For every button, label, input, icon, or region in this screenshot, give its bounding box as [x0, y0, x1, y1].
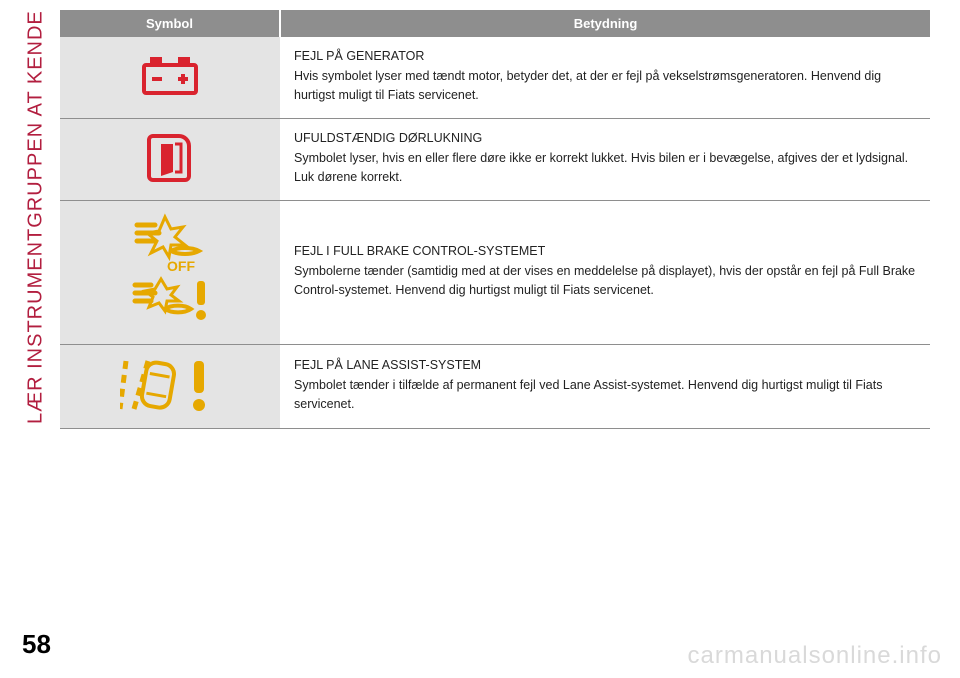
meaning-cell: FEJL PÅ GENERATOR Hvis symbolet lyser me…	[280, 37, 930, 118]
symbol-cell	[60, 118, 280, 200]
battery-icon	[140, 55, 200, 100]
row-title: FEJL PÅ GENERATOR	[294, 49, 916, 63]
row-title: FEJL PÅ LANE ASSIST-SYSTEM	[294, 358, 916, 372]
section-side-title: LÆR INSTRUMENTGRUPPEN AT KENDE	[22, 10, 50, 460]
col-header-meaning: Betydning	[280, 10, 930, 37]
lane-assist-fault-icon	[120, 355, 220, 418]
symbol-cell	[60, 344, 280, 428]
row-body: Symbolet lyser, hvis en eller flere døre…	[294, 151, 908, 184]
col-header-symbol: Symbol	[60, 10, 280, 37]
row-title: FEJL I FULL BRAKE CONTROL-SYSTEMET	[294, 244, 916, 258]
table-row: UFULDSTÆNDIG DØRLUKNING Symbolet lyser, …	[60, 118, 930, 200]
row-body: Symbolet tænder i tilfælde af permanent …	[294, 378, 882, 411]
symbols-table: Symbol Betydning	[60, 10, 930, 429]
symbol-cell	[60, 37, 280, 118]
watermark: carmanualsonline.info	[688, 642, 942, 670]
meaning-cell: FEJL PÅ LANE ASSIST-SYSTEM Symbolet tænd…	[280, 344, 930, 428]
table-row: FEJL PÅ GENERATOR Hvis symbolet lyser me…	[60, 37, 930, 118]
row-body: Hvis symbolet lyser med tændt motor, bet…	[294, 69, 881, 102]
meaning-cell: FEJL I FULL BRAKE CONTROL-SYSTEMET Symbo…	[280, 200, 930, 344]
row-body: Symbolerne tænder (samtidig med at der v…	[294, 264, 915, 297]
full-brake-fault-icon: OFF	[125, 211, 215, 334]
svg-text:OFF: OFF	[167, 258, 195, 274]
page-number: 58	[22, 629, 51, 660]
row-title: UFULDSTÆNDIG DØRLUKNING	[294, 131, 916, 145]
table-row: OFF	[60, 200, 930, 344]
table-row: FEJL PÅ LANE ASSIST-SYSTEM Symbolet tænd…	[60, 344, 930, 428]
door-open-icon	[147, 132, 193, 187]
meaning-cell: UFULDSTÆNDIG DØRLUKNING Symbolet lyser, …	[280, 118, 930, 200]
symbol-cell: OFF	[60, 200, 280, 344]
table-header-row: Symbol Betydning	[60, 10, 930, 37]
content-area: Symbol Betydning	[60, 10, 930, 429]
